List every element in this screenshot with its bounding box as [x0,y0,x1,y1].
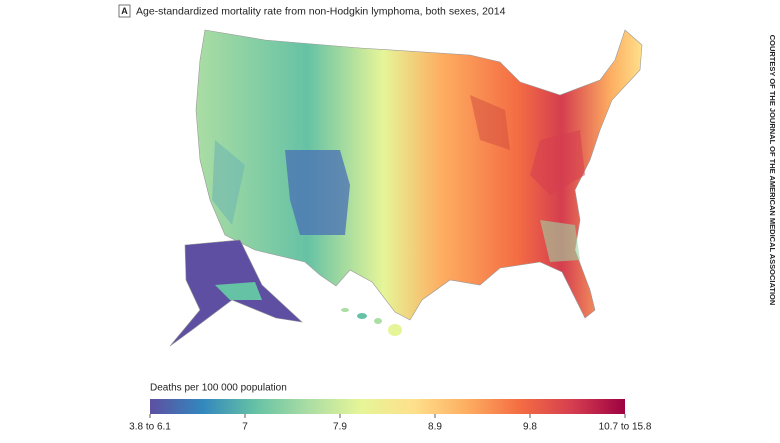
alaska-south [215,282,262,300]
map [169,29,643,347]
contiguous-us [195,29,643,321]
legend-tick-label: 8.9 [428,422,442,433]
map-title: Age-standardized mortality rate from non… [136,5,506,17]
ohio-valley-region [530,130,585,195]
legend-tick-label: 3.8 to 6.1 [129,422,171,433]
credit: COURTESY OF THE JOURNAL OF THE AMERICAN … [768,35,777,306]
legend-tick-label: 7.9 [333,422,347,433]
hawaii-island [388,324,402,336]
panel-label: A [121,6,128,16]
legend-ticks: 3.8 to 6.1 7 7.9 8.9 9.8 10.7 to 15.8 [129,414,652,433]
hawaii-island [341,308,349,312]
legend-tick-label: 10.7 to 15.8 [599,422,652,433]
legend-title: Deaths per 100 000 population [150,383,287,394]
southwest-region [285,150,350,235]
legend-tick-label: 9.8 [523,422,537,433]
legend-tick-label: 7 [242,422,248,433]
color-bar [150,399,625,414]
hawaii-island [374,318,382,324]
hawaii-island [357,313,367,319]
california-region [212,140,245,225]
panel-badge [118,4,131,18]
midwest-region [470,95,510,150]
southeast-region [540,220,580,262]
